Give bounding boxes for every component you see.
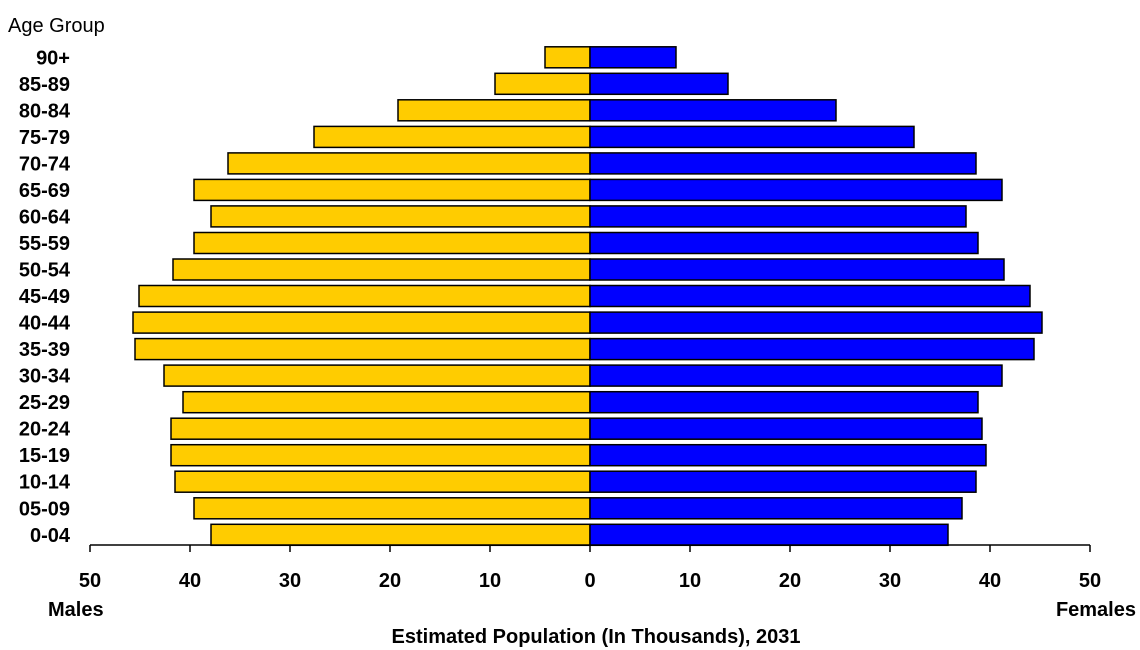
age-group-label: 05-09: [19, 498, 70, 520]
x-tick-label: 10: [479, 570, 501, 592]
age-group-labels: 90+ 85-89 80-84 75-79 70-74 65-69 60-64 55-59 50…: [19, 47, 71, 547]
female-bar-0-04: [589, 523, 949, 547]
female-bar-25-29: [589, 390, 979, 414]
female-bar-10-14: [589, 470, 977, 493]
male-bar-0-04: [210, 523, 591, 547]
female-bar-30-34: [589, 364, 1003, 387]
male-bar-20-24: [170, 417, 591, 440]
female-bar-50-54: [589, 258, 1005, 281]
male-bar-65-69: [193, 178, 591, 202]
male-bar-10-14: [174, 470, 591, 493]
age-group-label: 50-54: [19, 260, 71, 282]
x-tick-label: 50: [1079, 570, 1101, 592]
age-group-label: 70-74: [19, 153, 71, 175]
male-bar-70-74: [227, 152, 591, 175]
age-group-label: 90+: [36, 47, 70, 69]
x-tick-label: 30: [879, 570, 901, 592]
female-bar-70-74: [589, 152, 977, 175]
male-bar-45-49: [138, 284, 591, 308]
bars-group: [132, 46, 1043, 547]
male-bar-15-19: [170, 443, 591, 467]
male-bar-75-79: [313, 125, 591, 149]
x-tick-label: 30: [279, 570, 301, 592]
female-bar-80-84: [589, 99, 837, 122]
age-group-label: 0-04: [30, 525, 71, 547]
male-bar-60-64: [210, 205, 591, 228]
male-bar-35-39: [134, 337, 591, 361]
age-group-label: 25-29: [19, 392, 70, 414]
female-bar-85-89: [589, 72, 729, 96]
x-tick-label: 20: [379, 570, 401, 592]
age-group-label: 55-59: [19, 233, 70, 255]
female-bar-35-39: [589, 337, 1035, 361]
male-bar-30-34: [163, 364, 591, 387]
age-group-label: 60-64: [19, 206, 71, 228]
male-bar-85-89: [494, 72, 591, 96]
x-tick-label: 40: [179, 570, 201, 592]
male-bar-80-84: [397, 99, 591, 122]
x-axis-title: Estimated Population (In Thousands), 203…: [392, 626, 801, 648]
x-axis-ticks: 50 40 30 20 10 0 10 20 30 40 50: [79, 545, 1101, 592]
age-group-label: 15-19: [19, 445, 70, 467]
female-bar-40-44: [589, 311, 1043, 334]
males-label: Males: [48, 599, 104, 621]
age-group-label: 65-69: [19, 180, 70, 202]
female-bar-55-59: [589, 231, 979, 255]
age-group-label: 40-44: [19, 313, 71, 335]
male-bar-40-44: [132, 311, 591, 334]
female-bar-60-64: [589, 205, 967, 228]
age-group-label: 35-39: [19, 339, 70, 361]
age-group-label: 85-89: [19, 74, 70, 96]
female-bar-15-19: [589, 443, 987, 467]
age-group-label: 20-24: [19, 419, 71, 441]
female-bar-05-09: [589, 497, 963, 520]
females-label: Females: [1056, 599, 1136, 621]
male-bar-90+: [544, 46, 591, 69]
age-group-label: 10-14: [19, 472, 71, 494]
male-bar-25-29: [182, 390, 591, 414]
female-bar-65-69: [589, 178, 1003, 202]
x-tick-label: 0: [584, 570, 595, 592]
x-tick-label: 10: [679, 570, 701, 592]
x-tick-label: 50: [79, 570, 101, 592]
female-bar-20-24: [589, 417, 983, 440]
age-group-axis-title: Age Group: [8, 15, 105, 37]
male-bar-05-09: [193, 497, 591, 520]
female-bar-75-79: [589, 125, 915, 149]
age-group-label: 80-84: [19, 100, 71, 122]
age-group-label: 45-49: [19, 286, 70, 308]
male-bar-55-59: [193, 231, 591, 255]
female-bar-90+: [589, 46, 677, 69]
male-bar-50-54: [172, 258, 591, 281]
age-group-label: 75-79: [19, 127, 70, 149]
x-tick-label: 40: [979, 570, 1001, 592]
x-tick-label: 20: [779, 570, 801, 592]
female-bar-45-49: [589, 284, 1031, 308]
age-group-label: 30-34: [19, 366, 71, 388]
